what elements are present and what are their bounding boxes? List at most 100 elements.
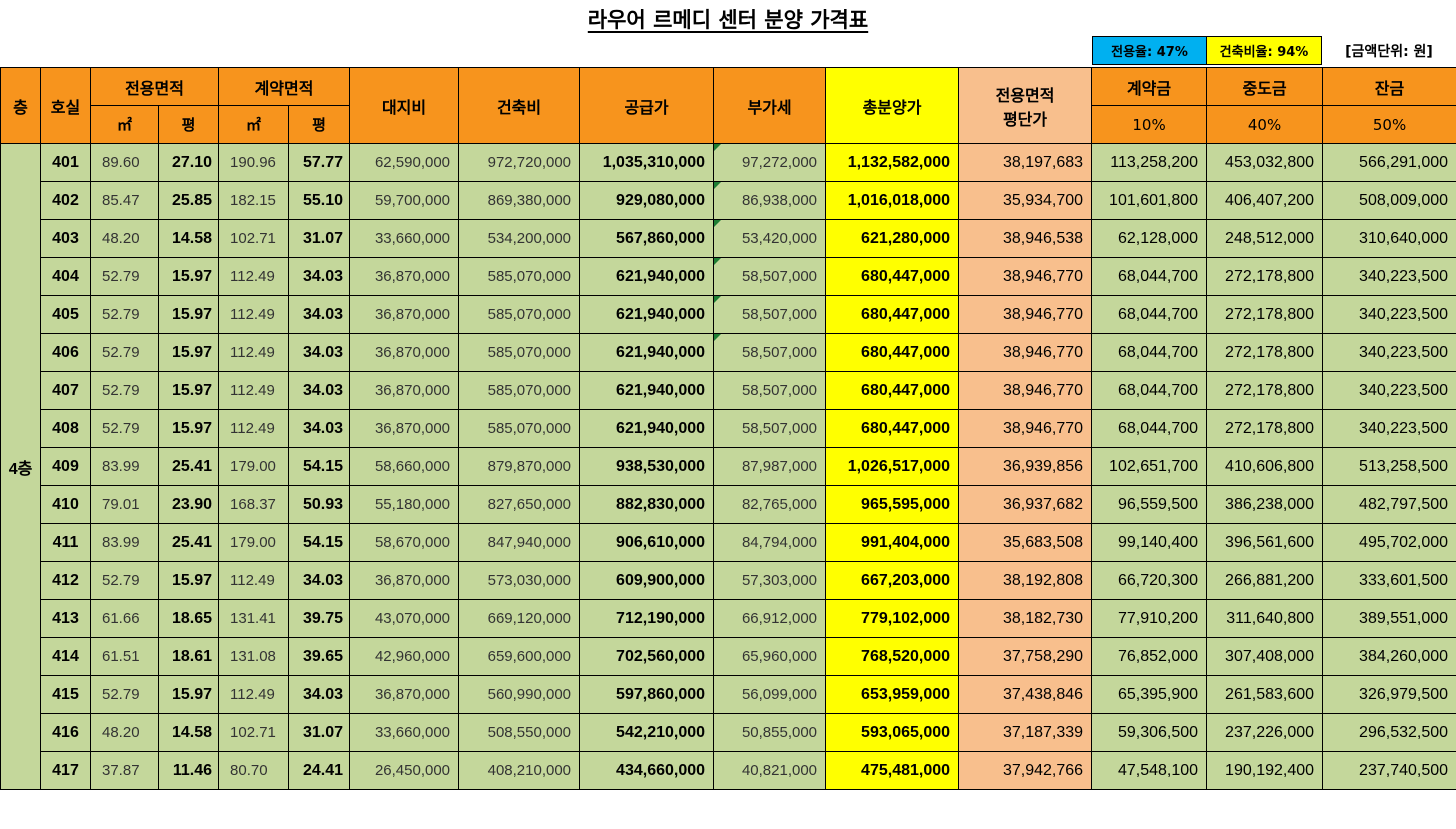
interim: 266,881,200 — [1206, 561, 1324, 600]
per-pyeong-price: 37,758,290 — [958, 637, 1093, 676]
total-price: 680,447,000 — [825, 257, 960, 296]
table-row: 409 83.99 25.41 179.00 54.15 58,660,000 879,87… — [1, 447, 1456, 486]
table-row: 415 52.79 15.97 112.49 34.03 36,870,000 560,99… — [1, 675, 1456, 714]
deposit: 76,852,000 — [1091, 637, 1208, 676]
total-price: 593,065,000 — [825, 713, 960, 752]
table-row: 416 48.20 14.58 102.71 31.07 33,660,000 508,55… — [1, 713, 1456, 752]
land-cost: 55,180,000 — [349, 485, 460, 524]
contract-sqm: 80.70 — [218, 751, 290, 790]
room-number: 411 — [40, 523, 91, 562]
contract-sqm: 190.96 — [218, 143, 290, 182]
vat: 58,507,000 — [713, 295, 827, 334]
header-per-pyeong-line2: 평단가 — [1002, 109, 1048, 129]
exclusive-pyeong: 15.97 — [157, 561, 220, 600]
land-cost: 33,660,000 — [349, 713, 460, 752]
per-pyeong-price: 37,438,846 — [958, 675, 1093, 714]
vat: 58,507,000 — [713, 371, 827, 410]
deposit: 68,044,700 — [1091, 295, 1208, 334]
contract-pyeong: 24.41 — [288, 751, 351, 790]
per-pyeong-price: 38,946,770 — [958, 409, 1093, 448]
title-text: 라우어 르메디 센터 분양 가격표 — [587, 8, 869, 32]
contract-sqm: 179.00 — [218, 447, 290, 486]
contract-pyeong: 31.07 — [288, 219, 351, 258]
exclusive-sqm: 52.79 — [90, 295, 159, 334]
land-cost: 43,070,000 — [349, 599, 460, 638]
exclusive-sqm: 61.66 — [90, 599, 159, 638]
balance: 326,979,500 — [1322, 675, 1456, 714]
vat: 65,960,000 — [713, 637, 827, 676]
room-number: 414 — [40, 637, 91, 676]
building-cost: 879,870,000 — [458, 447, 581, 486]
exclusive-pyeong: 15.97 — [157, 675, 220, 714]
contract-sqm: 112.49 — [218, 257, 290, 296]
vat: 58,507,000 — [713, 333, 827, 372]
deposit: 68,044,700 — [1091, 371, 1208, 410]
total-price: 680,447,000 — [825, 295, 960, 334]
interim: 261,583,600 — [1206, 675, 1324, 714]
contract-pyeong: 54.15 — [288, 447, 351, 486]
total-price: 779,102,000 — [825, 599, 960, 638]
deposit: 101,601,800 — [1091, 181, 1208, 220]
contract-pyeong: 39.65 — [288, 637, 351, 676]
header-exclusive-sqm: ㎡ — [90, 105, 159, 144]
header-exclusive-area: 전용면적 — [89, 67, 220, 106]
supply-price: 621,940,000 — [579, 295, 715, 334]
per-pyeong-price: 38,946,770 — [958, 371, 1093, 410]
land-cost: 36,870,000 — [349, 295, 460, 334]
building-cost: 585,070,000 — [458, 295, 581, 334]
contract-pyeong: 34.03 — [288, 675, 351, 714]
table-row: 408 52.79 15.97 112.49 34.03 36,870,000 585,07… — [1, 409, 1456, 448]
interim: 272,178,800 — [1206, 333, 1324, 372]
exclusive-pyeong: 25.41 — [157, 447, 220, 486]
contract-pyeong: 34.03 — [288, 257, 351, 296]
deposit: 68,044,700 — [1091, 257, 1208, 296]
land-cost: 26,450,000 — [349, 751, 460, 790]
exclusive-pyeong: 15.97 — [157, 257, 220, 296]
floor-cell: 4층 — [0, 143, 41, 790]
land-cost: 36,870,000 — [349, 409, 460, 448]
building-cost: 585,070,000 — [458, 371, 581, 410]
contract-pyeong: 34.03 — [288, 561, 351, 600]
supply-price: 621,940,000 — [579, 257, 715, 296]
exclusive-sqm: 89.60 — [90, 143, 159, 182]
interim: 307,408,000 — [1206, 637, 1324, 676]
exclusive-pyeong: 15.97 — [157, 333, 220, 372]
table-row: 411 83.99 25.41 179.00 54.15 58,670,000 847,94… — [1, 523, 1456, 562]
exclusive-pyeong: 18.61 — [157, 637, 220, 676]
per-pyeong-price: 38,197,683 — [958, 143, 1093, 182]
per-pyeong-price: 38,946,538 — [958, 219, 1093, 258]
contract-sqm: 102.71 — [218, 713, 290, 752]
room-number: 413 — [40, 599, 91, 638]
per-pyeong-price: 38,192,808 — [958, 561, 1093, 600]
header-building-cost: 건축비 — [458, 67, 581, 144]
building-cost: 869,380,000 — [458, 181, 581, 220]
exclusive-sqm: 52.79 — [90, 409, 159, 448]
balance: 513,258,500 — [1322, 447, 1456, 486]
building-cost: 508,550,000 — [458, 713, 581, 752]
building-cost: 560,990,000 — [458, 675, 581, 714]
building-cost: 585,070,000 — [458, 333, 581, 372]
room-number: 402 — [40, 181, 91, 220]
total-price: 621,280,000 — [825, 219, 960, 258]
land-cost: 62,590,000 — [349, 143, 460, 182]
land-cost: 36,870,000 — [349, 257, 460, 296]
per-pyeong-price: 37,187,339 — [958, 713, 1093, 752]
exclusive-ratio-badge: 전용율: 47% — [1092, 36, 1207, 65]
table-row: 402 85.47 25.85 182.15 55.10 59,700,000 869,38… — [1, 181, 1456, 220]
table-row: 413 61.66 18.65 131.41 39.75 43,070,000 669,12… — [1, 599, 1456, 638]
total-price: 1,132,582,000 — [825, 143, 960, 182]
exclusive-sqm: 52.79 — [90, 333, 159, 372]
interim: 406,407,200 — [1206, 181, 1324, 220]
deposit: 62,128,000 — [1091, 219, 1208, 258]
exclusive-pyeong: 18.65 — [157, 599, 220, 638]
land-cost: 59,700,000 — [349, 181, 460, 220]
building-cost: 827,650,000 — [458, 485, 581, 524]
total-price: 768,520,000 — [825, 637, 960, 676]
balance: 333,601,500 — [1322, 561, 1456, 600]
land-cost: 33,660,000 — [349, 219, 460, 258]
contract-pyeong: 50.93 — [288, 485, 351, 524]
supply-price: 1,035,310,000 — [579, 143, 715, 182]
total-price: 1,026,517,000 — [825, 447, 960, 486]
deposit: 66,720,300 — [1091, 561, 1208, 600]
supply-price: 609,900,000 — [579, 561, 715, 600]
